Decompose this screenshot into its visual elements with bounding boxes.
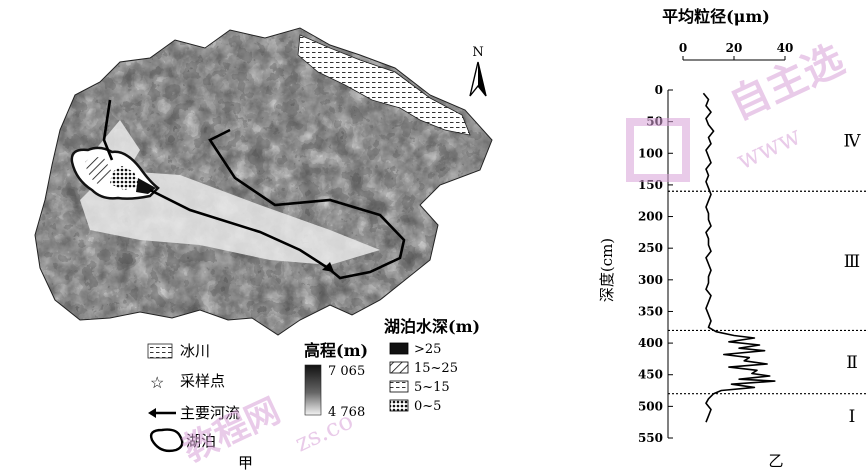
- sample-point-legend-label: 采样点: [180, 372, 225, 390]
- north-label: N: [472, 45, 483, 60]
- x-tick-label: 40: [777, 41, 794, 55]
- zone-label: Ⅳ: [844, 132, 862, 152]
- main-river-line: [149, 128, 406, 280]
- elevation-min-label: 4 768: [328, 405, 365, 420]
- depth-15-25-swatch: [389, 361, 409, 374]
- depth-class-1: >25: [414, 342, 441, 357]
- zone-label: Ⅲ: [844, 252, 860, 272]
- y-tick-label: 300: [638, 273, 663, 287]
- chart-zones: Ⅳ Ⅲ Ⅱ Ⅰ: [668, 132, 866, 427]
- panel-label-yi: 乙: [768, 452, 783, 470]
- chart-series: [702, 92, 776, 423]
- y-tick-label: 500: [638, 399, 663, 413]
- y-tick-label: 400: [638, 336, 663, 350]
- basin-boundary: [34, 27, 493, 336]
- chart-y-axis-label: 深度(cm): [598, 238, 616, 302]
- x-tick-label: 0: [679, 41, 687, 55]
- zone-label: Ⅱ: [846, 353, 858, 373]
- river-north-tributary: [102, 99, 114, 161]
- lake-depth-15-25: [85, 157, 112, 185]
- elevation-gradient-bar: [304, 364, 322, 416]
- y-tick-label: 250: [638, 241, 663, 255]
- chart-top-title: 平均粒径(μm): [662, 7, 770, 26]
- depth-gt25-swatch: [389, 342, 409, 355]
- lake-depth-0-5: [110, 166, 140, 190]
- river-legend-label: 主要河流: [180, 404, 240, 422]
- y-tick-label: 0: [655, 83, 663, 97]
- river-legend-arrow-icon: [148, 408, 156, 418]
- y-tick-label: 200: [638, 210, 663, 224]
- glacier-legend-label: 冰川: [180, 342, 210, 360]
- watermark-frame: [626, 118, 690, 182]
- panel-label-jia: 甲: [238, 454, 253, 471]
- y-tick-label: 450: [638, 368, 663, 382]
- elevation-legend-title: 高程(m): [304, 341, 368, 360]
- depth-class-4: 0~5: [414, 399, 441, 414]
- glacier-area: [297, 34, 471, 136]
- y-tick-label: 350: [638, 304, 663, 318]
- lake-legend-label: 湖泊: [186, 432, 216, 450]
- north-arrow-half-icon: [478, 62, 486, 96]
- river-arrowhead: [322, 262, 334, 272]
- watermark-text-3: 教程网: [177, 391, 286, 470]
- depth-0-5-swatch: [389, 399, 409, 412]
- depth-5-15-swatch: [389, 380, 409, 393]
- watermark-text-4: zs.co: [291, 406, 358, 457]
- zone-label: Ⅰ: [849, 407, 856, 427]
- watermark-text-2: www: [732, 121, 805, 176]
- topographic-map: N: [34, 27, 493, 336]
- map-legend: 冰川 ☆ 采样点 主要河流 湖泊 甲 高程(m) 7 065 4 768 湖泊水…: [147, 317, 480, 472]
- depth-legend-title: 湖泊水深(m): [384, 317, 480, 336]
- elevation-max-label: 7 065: [328, 364, 365, 379]
- sample-point-star-icon: ☆: [150, 373, 164, 392]
- lake-legend-icon: [149, 428, 184, 453]
- grain-size-line: [702, 92, 776, 423]
- y-tick-label: 100: [638, 146, 663, 160]
- glacier-legend-icon: [147, 343, 173, 359]
- depth-class-2: 15~25: [414, 361, 458, 376]
- x-tick-label: 20: [726, 41, 743, 55]
- y-tick-label: 550: [638, 431, 663, 445]
- depth-class-3: 5~15: [414, 380, 450, 395]
